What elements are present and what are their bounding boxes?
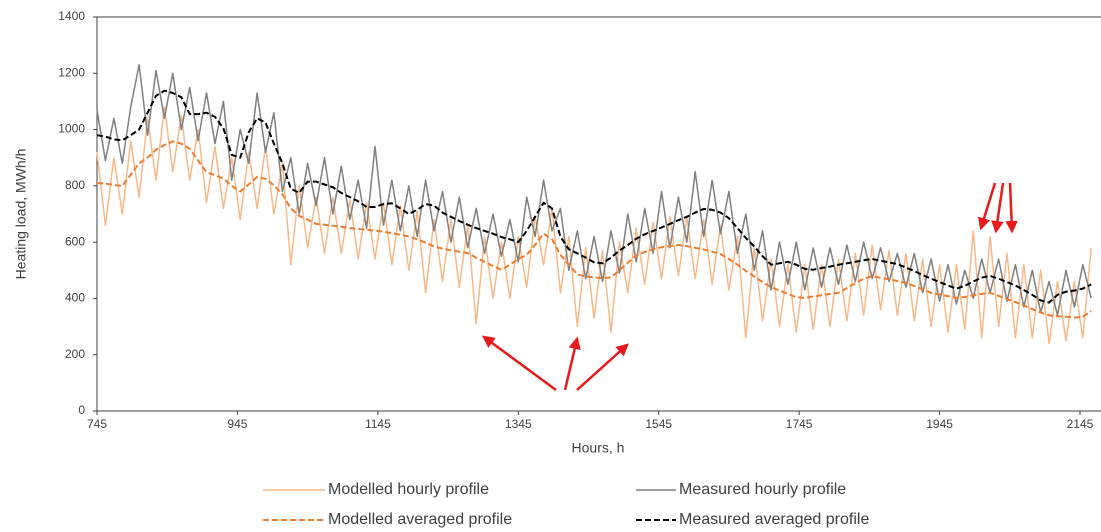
series-line bbox=[96, 106, 1092, 345]
x-tick-label: 945 bbox=[227, 417, 247, 431]
x-tick-label: 745 bbox=[87, 417, 107, 431]
legend-label: Measured averaged profile bbox=[679, 511, 869, 528]
series-line bbox=[96, 64, 1092, 317]
series-line bbox=[96, 140, 1092, 319]
x-tick-label: 1745 bbox=[786, 417, 813, 431]
x-tick-label: 1345 bbox=[505, 417, 532, 431]
x-tick-label: 1545 bbox=[645, 417, 672, 431]
arrow bbox=[576, 343, 629, 391]
legend: Modelled hourly profile Measured hourly p… bbox=[263, 481, 869, 528]
y-tick-label: 200 bbox=[65, 347, 85, 361]
x-tick-label: 2145 bbox=[1067, 417, 1094, 431]
arrow bbox=[991, 182, 1005, 234]
plot-area: 0 200 400 600 800 1000 1200 1400 745 945 1145 1345 1… bbox=[58, 9, 1101, 431]
y-tick-label: 1000 bbox=[58, 122, 85, 136]
legend-label: Modelled averaged profile bbox=[328, 511, 512, 528]
y-tick-label: 600 bbox=[65, 234, 85, 248]
arrow bbox=[563, 336, 581, 391]
x-tick-label: 1945 bbox=[926, 417, 953, 431]
arrow bbox=[1005, 182, 1018, 234]
arrow bbox=[978, 182, 997, 231]
y-tick-label: 800 bbox=[65, 178, 85, 192]
y-tick-label: 1200 bbox=[58, 65, 85, 79]
x-tick-label: 1145 bbox=[365, 417, 391, 431]
y-tick-label: 1400 bbox=[58, 9, 85, 23]
y-tick-label: 0 bbox=[78, 403, 85, 417]
y-axis-title: Heating load, MWh/h bbox=[13, 149, 29, 280]
x-axis-title: Hours, h bbox=[572, 440, 625, 456]
annotation-arrows bbox=[481, 182, 1018, 392]
legend-label: Measured hourly profile bbox=[679, 481, 846, 498]
series-line bbox=[96, 89, 1092, 304]
arrow bbox=[481, 335, 557, 392]
legend-label: Modelled hourly profile bbox=[328, 481, 489, 498]
y-tick-label: 400 bbox=[65, 291, 85, 305]
